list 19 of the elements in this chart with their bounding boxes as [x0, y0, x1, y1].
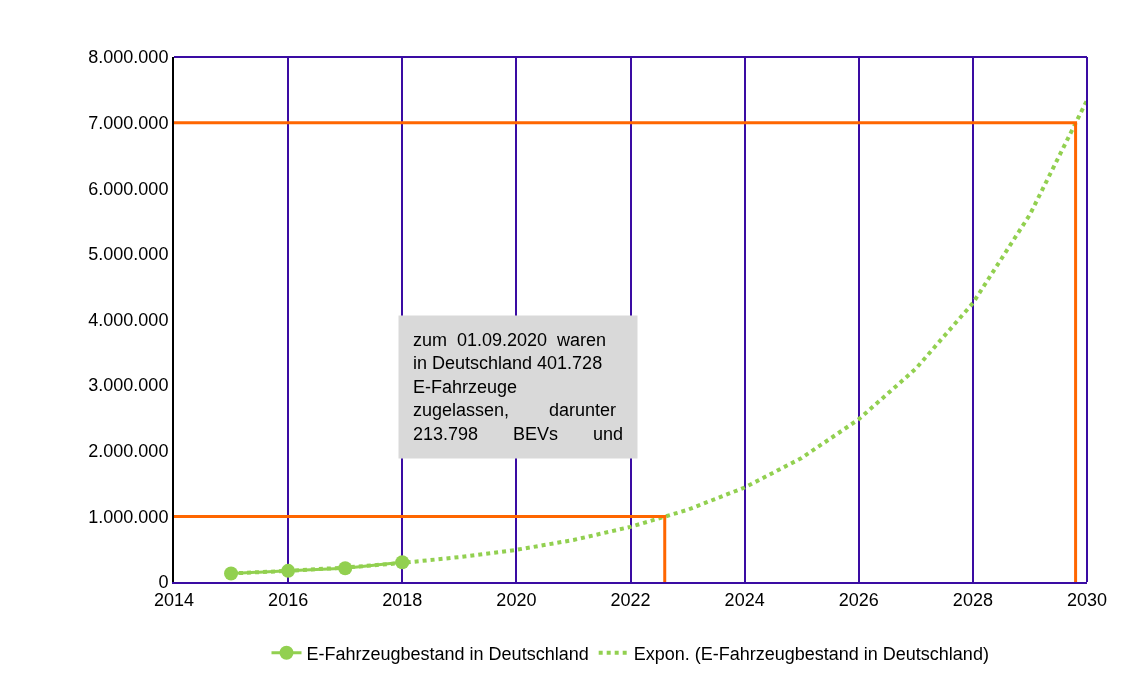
x-tick-label: 2028 [952, 589, 993, 610]
y-tick-label: 6.000.000 [88, 178, 169, 199]
x-tick-label: 2020 [496, 589, 537, 610]
x-tick-label: 2030 [1066, 589, 1108, 610]
y-tick-label: 5.000.000 [88, 244, 169, 265]
y-tick-label: 7.000.000 [88, 112, 169, 133]
x-tick-label: 2024 [724, 589, 765, 610]
y-tick-label: 1.000.000 [88, 506, 169, 527]
y-tick-label: 3.000.000 [88, 375, 169, 396]
legend-label: Expon. (E-Fahrzeugbestand in Deutschland) [633, 643, 989, 664]
x-tick-label: 2022 [610, 589, 651, 610]
legend-label: E-Fahrzeugbestand in Deutschland [306, 643, 589, 664]
y-tick-label: 8.000.000 [88, 47, 169, 68]
x-tick-label: 2016 [268, 589, 309, 610]
annotation: zum 01.09.2020 waren in Deutschland 401.728 E-Fahrzeuge zugelassen, darunter 213.798 BEVs und [413, 330, 624, 444]
x-tick-label: 2026 [838, 589, 879, 610]
y-tick-label: 4.000.000 [88, 309, 169, 330]
y-tick-label: 2.000.000 [88, 441, 169, 462]
x-tick-label: 2018 [382, 589, 423, 610]
